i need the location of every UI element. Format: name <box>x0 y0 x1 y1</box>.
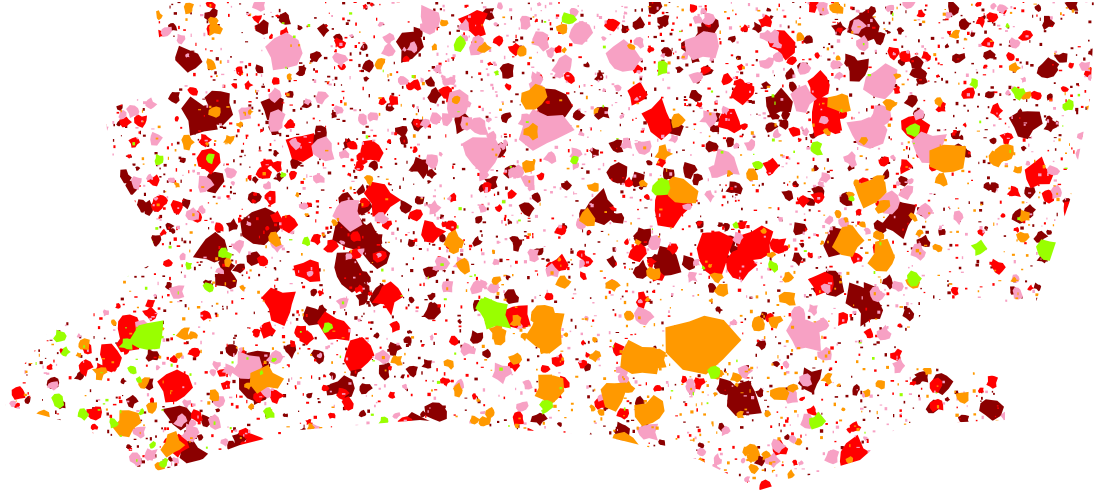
lime-class <box>5 3 1095 490</box>
